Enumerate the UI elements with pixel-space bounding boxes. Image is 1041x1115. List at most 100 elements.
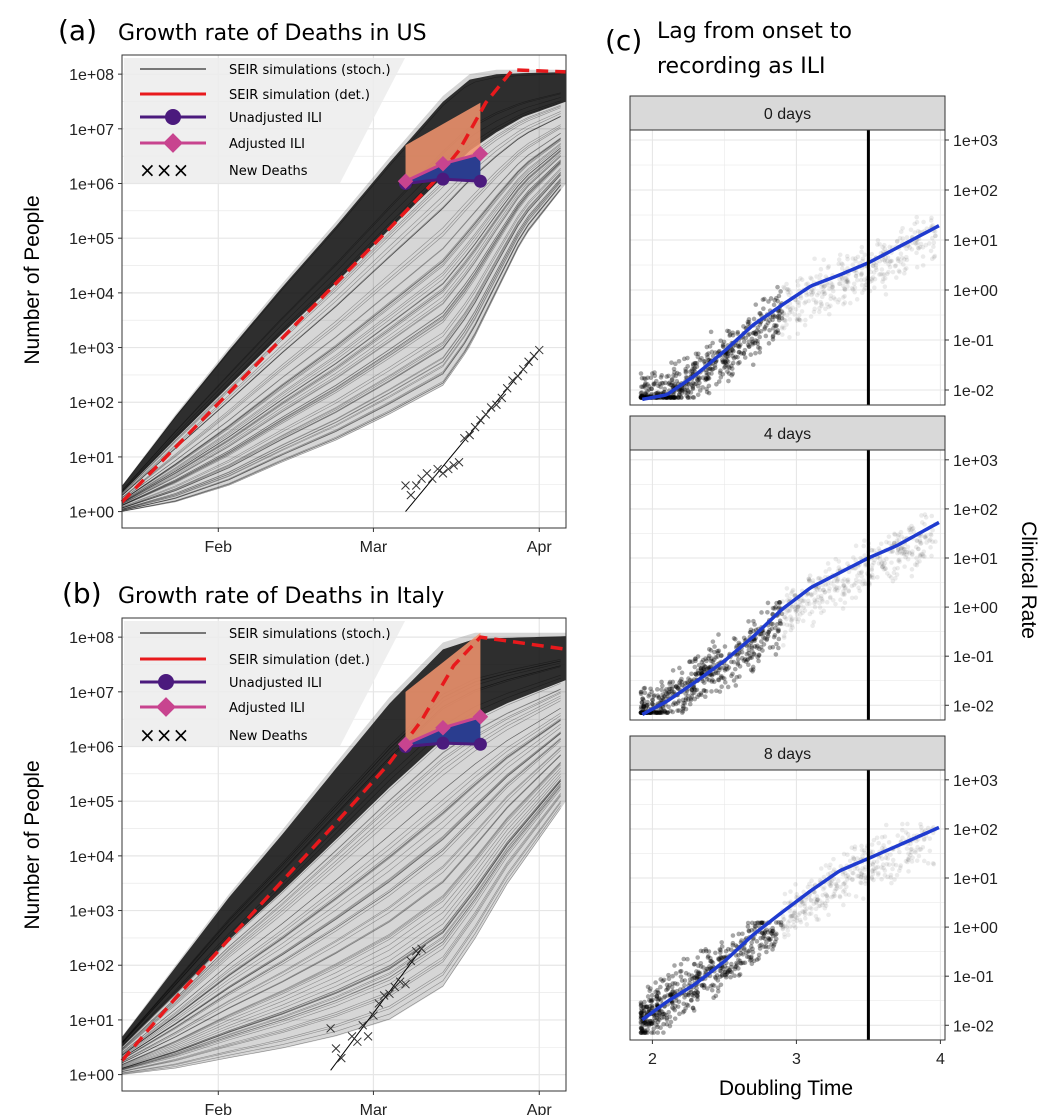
new-death-point bbox=[379, 991, 389, 1000]
new-death-point bbox=[406, 490, 416, 500]
panel-c: (c) Lag from onset to recording as ILI 0… bbox=[605, 19, 1040, 1100]
y-tick-label: 1e+08 bbox=[69, 630, 114, 647]
facet-1: 4 days 1e-02 1e-01 1e+00 1e+01 1e+02 1e+03 bbox=[629, 415, 998, 721]
stoch-line bbox=[121, 688, 561, 1049]
stoch-line bbox=[121, 718, 561, 1056]
new-death-point bbox=[401, 979, 410, 989]
stoch-line bbox=[121, 808, 561, 1075]
panel-b-label: (b) bbox=[62, 577, 102, 610]
stoch-line bbox=[121, 185, 561, 511]
y-tick-label: 1e-01 bbox=[953, 649, 994, 666]
stoch-line bbox=[121, 173, 561, 509]
y-tick-label: 1e+07 bbox=[69, 685, 114, 702]
legend-unadj-circle bbox=[165, 109, 181, 125]
adjusted-ili-point bbox=[397, 173, 414, 190]
new-death-point bbox=[518, 364, 528, 374]
stoch-line bbox=[121, 793, 561, 1072]
unadjusted-ili-point bbox=[473, 737, 487, 751]
stoch-line bbox=[121, 151, 561, 504]
y-tick-label: 1e+03 bbox=[953, 773, 998, 790]
facet-plot-area bbox=[630, 450, 945, 720]
new-death-point bbox=[486, 403, 496, 412]
stoch-line bbox=[121, 738, 561, 1060]
stoch-line bbox=[121, 773, 561, 1068]
stoch-line bbox=[121, 763, 561, 1066]
x-tick-label: Apr bbox=[527, 1102, 553, 1115]
y-tick-label: 1e+03 bbox=[953, 453, 998, 470]
legend-unadj-label: Unadjusted ILI bbox=[229, 676, 322, 691]
stoch-line bbox=[121, 762, 561, 1065]
y-tick-label: 1e+05 bbox=[69, 231, 114, 248]
x-tick-label: 2 bbox=[648, 1051, 657, 1068]
stoch-line bbox=[121, 133, 561, 500]
stoch-line bbox=[121, 188, 561, 512]
facet-plot-area bbox=[630, 770, 945, 1040]
stoch-line bbox=[121, 746, 561, 1062]
stoch-line bbox=[121, 754, 561, 1064]
x-tick-label: Mar bbox=[360, 1102, 388, 1115]
new-death-point bbox=[454, 457, 464, 467]
stoch-line bbox=[121, 754, 561, 1064]
panel-b-y-ticks: 1e+00 1e+01 1e+02 1e+03 1e+04 1e+05 1e+06 1e+07… bbox=[69, 630, 122, 1085]
stoch-line bbox=[121, 707, 561, 1053]
facet-strip-label: 8 days bbox=[764, 746, 811, 763]
stoch-line bbox=[121, 188, 561, 512]
stoch-line bbox=[121, 106, 561, 494]
smooth-fit-line bbox=[641, 825, 940, 1022]
stoch-line bbox=[121, 733, 561, 1059]
panel-c-x-axis-label: Doubling Time bbox=[719, 1077, 853, 1100]
stoch-line bbox=[121, 144, 561, 502]
stoch-line bbox=[121, 660, 561, 1043]
stoch-line bbox=[121, 182, 561, 511]
panel-a-y-axis-label: Number of People bbox=[21, 195, 44, 364]
stoch-line bbox=[121, 107, 561, 494]
y-tick-label: 1e+00 bbox=[953, 600, 998, 617]
deaths-fit-line bbox=[330, 948, 422, 1071]
stoch-line bbox=[121, 719, 561, 1056]
stoch-line bbox=[121, 126, 561, 499]
stoch-line bbox=[121, 156, 561, 505]
x-tick-label: Apr bbox=[527, 539, 553, 556]
y-tick-label: 1e+04 bbox=[69, 286, 114, 303]
smooth-fit-line bbox=[642, 224, 940, 402]
panel-b-stoch-lines bbox=[121, 658, 561, 1075]
stoch-line bbox=[121, 97, 561, 492]
facet-strip bbox=[629, 95, 946, 131]
stoch-line bbox=[121, 180, 561, 510]
stoch-line bbox=[121, 692, 561, 1050]
stoch-line bbox=[121, 161, 561, 506]
panel-b: (b) Growth rate of Deaths in Italy Numbe… bbox=[21, 577, 567, 1115]
stoch-line bbox=[121, 665, 561, 1044]
stoch-line bbox=[121, 665, 561, 1044]
stoch-core-area bbox=[122, 636, 566, 1048]
stoch-line bbox=[121, 794, 561, 1072]
facet-strip bbox=[629, 735, 946, 771]
stoch-line bbox=[121, 719, 561, 1056]
new-death-point bbox=[374, 999, 384, 1008]
panel-b-y-axis-label: Number of People bbox=[21, 760, 44, 929]
stoch-line bbox=[121, 189, 561, 512]
new-death-point bbox=[336, 1053, 346, 1063]
stoch-line bbox=[121, 795, 561, 1073]
stoch-line bbox=[121, 168, 561, 508]
y-tick-label: 1e+00 bbox=[953, 283, 998, 300]
facet-0: 0 days 1e-02 1e-01 1e+00 1e+01 1e+02 1e+03 bbox=[629, 95, 998, 406]
panel-a-legend: SEIR simulations (stoch.) SEIR simulatio… bbox=[124, 58, 405, 183]
smooth-fit-line bbox=[641, 520, 940, 717]
facet-plot-area bbox=[630, 130, 945, 405]
stoch-line bbox=[121, 780, 561, 1069]
y-tick-label: 1e+01 bbox=[953, 233, 998, 250]
new-death-point bbox=[417, 944, 426, 954]
stoch-line bbox=[121, 132, 561, 500]
panel-a: (a) Growth rate of Deaths in US Number o… bbox=[21, 14, 567, 556]
y-tick-label: 1e+01 bbox=[953, 551, 998, 568]
legend-det-label: SEIR simulation (det.) bbox=[229, 88, 370, 103]
stoch-line bbox=[121, 138, 561, 501]
stoch-line bbox=[121, 145, 561, 503]
stoch-line bbox=[121, 785, 561, 1070]
panel-b-det-curve bbox=[120, 635, 567, 1062]
legend-stoch-label: SEIR simulations (stoch.) bbox=[229, 63, 391, 78]
new-death-point bbox=[395, 977, 405, 987]
stoch-line bbox=[121, 159, 561, 506]
